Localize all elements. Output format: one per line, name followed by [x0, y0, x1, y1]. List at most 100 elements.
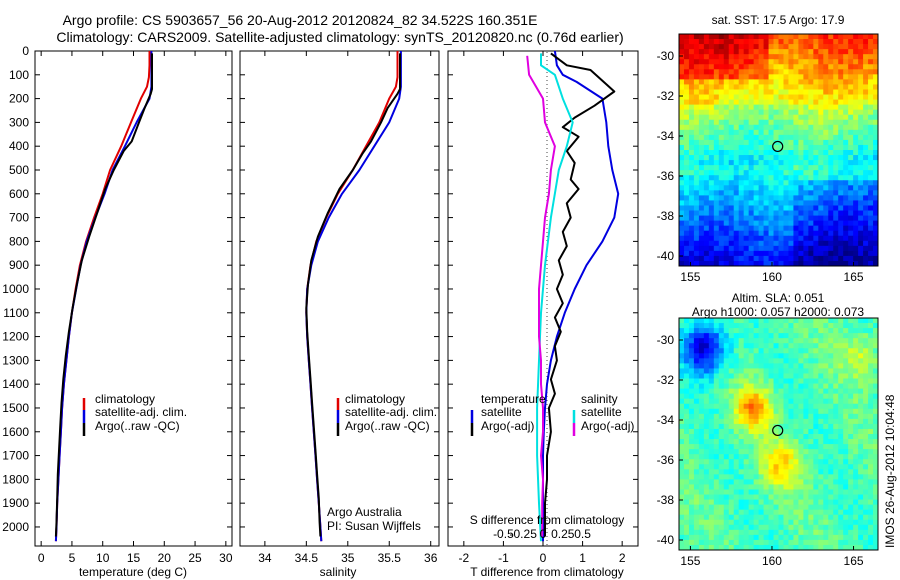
heatmap-cell: [848, 474, 854, 480]
y-tick-label: 400: [9, 139, 29, 153]
heatmap-cell: [683, 479, 690, 485]
heatmap-cell: [778, 114, 784, 121]
heatmap-cell: [818, 378, 824, 384]
heatmap-cell: [703, 44, 710, 50]
heatmap-cell: [703, 539, 710, 546]
heatmap-cell: [758, 323, 764, 329]
heatmap-cell: [728, 89, 735, 95]
heatmap-cell: [708, 190, 715, 196]
heatmap-cell: [768, 489, 774, 495]
heatmap-cell: [748, 34, 755, 40]
heatmap-cell: [783, 413, 789, 420]
heatmap-cell: [798, 388, 804, 395]
heatmap-cell: [783, 509, 789, 516]
heatmap-cell: [679, 428, 685, 435]
heatmap-cell: [688, 348, 695, 354]
heatmap-cell: [783, 529, 789, 536]
heatmap-cell: [843, 144, 849, 151]
heatmap-cell: [743, 504, 750, 511]
heatmap-cell: [753, 114, 760, 121]
heatmap-cell: [843, 449, 849, 455]
heatmap-cell: [743, 489, 750, 495]
heatmap-cell: [858, 185, 864, 191]
heatmap-cell: [683, 210, 690, 216]
heatmap-cell: [723, 504, 730, 511]
heatmap-cell: [683, 338, 690, 344]
heatmap-cell: [843, 235, 849, 242]
heatmap-cell: [679, 79, 685, 85]
heatmap-cell: [693, 353, 700, 359]
heatmap-cell: [873, 459, 879, 465]
heatmap-cell: [723, 539, 730, 546]
heatmap-cell: [748, 388, 755, 395]
heatmap-cell: [858, 358, 864, 364]
heatmap-cell: [733, 479, 740, 485]
heatmap-cell: [683, 393, 690, 400]
heatmap-cell: [833, 504, 839, 511]
heatmap-cell: [768, 104, 774, 111]
heatmap-cell: [823, 230, 829, 237]
heatmap-cell: [688, 114, 695, 121]
heatmap-cell: [843, 378, 849, 384]
heatmap-cell: [798, 343, 804, 349]
heatmap-cell: [808, 418, 814, 425]
heatmap-cell: [768, 323, 774, 329]
heatmap-cell: [868, 383, 874, 390]
heatmap-cell: [818, 190, 824, 196]
heatmap-cell: [703, 368, 710, 374]
heatmap-cell: [858, 524, 864, 531]
heatmap-cell: [823, 378, 829, 384]
heatmap-cell: [818, 383, 824, 390]
heatmap-cell: [728, 195, 735, 201]
heatmap-cell: [818, 343, 824, 349]
heatmap-cell: [793, 474, 799, 480]
heatmap-cell: [728, 353, 735, 359]
heatmap-cell: [838, 328, 844, 334]
heatmap-cell: [758, 509, 764, 516]
heatmap-cell: [803, 408, 809, 415]
heatmap-cell: [798, 348, 804, 354]
heatmap-cell: [753, 170, 760, 176]
heatmap-cell: [793, 403, 799, 410]
heatmap-cell: [738, 509, 745, 516]
heatmap-cell: [713, 84, 720, 90]
heatmap-cell: [833, 134, 839, 141]
heatmap-cell: [703, 139, 710, 146]
heatmap-cell: [863, 109, 869, 116]
heatmap-cell: [863, 323, 869, 329]
heatmap-cell: [808, 439, 814, 445]
heatmap-cell: [868, 408, 874, 415]
heatmap-cell: [748, 260, 755, 267]
heatmap-cell: [718, 34, 725, 40]
heatmap-cell: [708, 368, 715, 374]
heatmap-cell: [679, 534, 685, 541]
heatmap-cell: [818, 134, 824, 141]
heatmap-cell: [853, 489, 859, 495]
heatmap-cell: [763, 220, 769, 227]
heatmap-cell: [763, 353, 769, 359]
heatmap-cell: [828, 504, 834, 511]
heatmap-cell: [683, 170, 690, 176]
heatmap-cell: [873, 494, 879, 500]
heatmap-cell: [778, 165, 784, 171]
heatmap-cell: [843, 34, 849, 40]
heatmap-cell: [813, 474, 819, 480]
heatmap-cell: [728, 464, 735, 470]
heatmap-cell: [688, 449, 695, 455]
x-tick-label: 34.5: [295, 551, 319, 565]
heatmap-cell: [863, 124, 869, 131]
heatmap-cell: [728, 215, 735, 222]
heatmap-cell: [803, 64, 809, 70]
heatmap-cell: [843, 363, 849, 369]
heatmap-cell: [858, 89, 864, 95]
heatmap-cell: [868, 89, 874, 95]
heatmap-cell: [838, 398, 844, 405]
heatmap-cell: [753, 343, 760, 349]
heatmap-cell: [688, 139, 695, 146]
heatmap-cell: [823, 74, 829, 80]
heatmap-cell: [778, 439, 784, 445]
heatmap-cell: [688, 383, 695, 390]
difference-panel: -2 -1 0 1 2 T difference from climatology S …: [447, 50, 639, 579]
heatmap-cell: [813, 514, 819, 521]
heatmap-cell: [828, 44, 834, 50]
